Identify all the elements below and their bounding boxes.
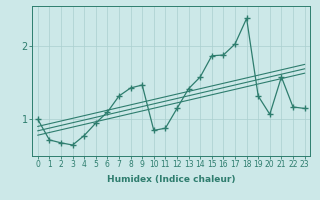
X-axis label: Humidex (Indice chaleur): Humidex (Indice chaleur) — [107, 175, 236, 184]
